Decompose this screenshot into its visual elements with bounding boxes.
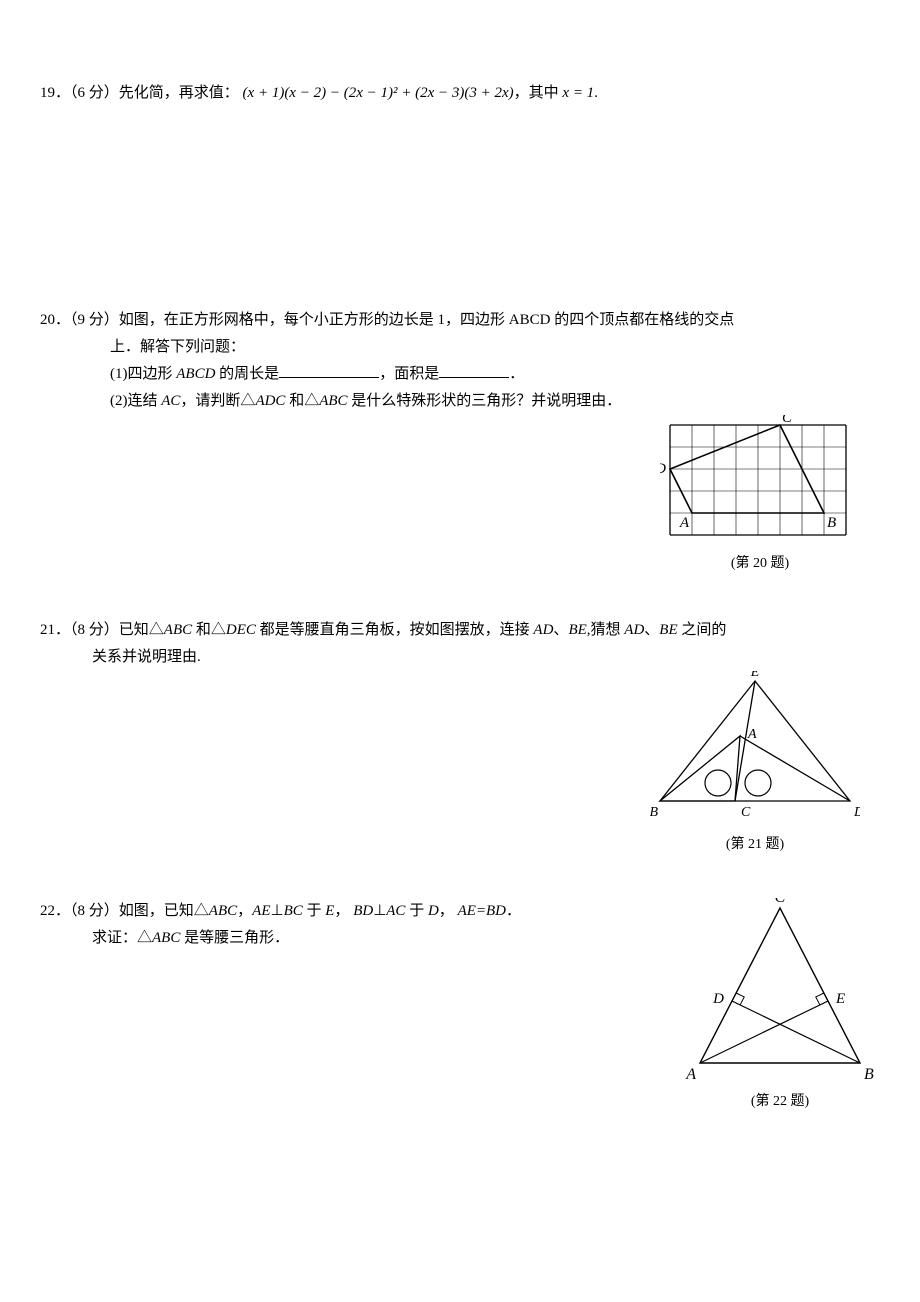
q20-points: （9 分）	[70, 312, 119, 328]
q22-t11: ⊥	[373, 903, 386, 919]
q22-t7: 于	[303, 903, 326, 919]
q19-condition: x = 1	[562, 85, 594, 101]
q21-figure-wrap: B C D E A (第 21 题)	[40, 671, 880, 858]
q22-l2c: 是等腰三角形．	[180, 930, 289, 946]
svg-text:A: A	[685, 1066, 696, 1083]
question-20: 20．（9 分）如图，在正方形网格中，每个小正方形的边长是 1，四边形 ABCD…	[40, 307, 880, 577]
q21-t7: 、	[553, 622, 568, 638]
q20-p2g: 是什么特殊形状的三角形？并说明理由．	[348, 393, 622, 409]
svg-text:C: C	[775, 898, 786, 906]
q21-figure: B C D E A	[650, 671, 860, 826]
q20-number: 20．	[40, 312, 70, 328]
q20-p1e: ．	[509, 366, 524, 382]
question-22: 22．（8 分）如图，已知△ABC，AE⊥BC 于 E， BD⊥AC 于 D， …	[40, 898, 880, 1114]
q21-t5: 都是等腰直角三角板，按如图摆放，连接	[256, 622, 534, 638]
q21-t6: AD	[533, 622, 553, 638]
svg-text:D: D	[660, 461, 666, 477]
svg-text:E: E	[835, 991, 845, 1007]
q21-t1: 已知△	[119, 622, 164, 638]
q22-l2b: ABC	[152, 930, 180, 946]
question-19: 19．（6 分）先化简，再求值： (x + 1)(x − 2) − (2x − …	[40, 80, 880, 107]
svg-text:B: B	[864, 1066, 874, 1083]
q22-t14: D	[428, 903, 439, 919]
q19-expression: (x + 1)(x − 2) − (2x − 1)² + (2x − 3)(3 …	[243, 85, 514, 101]
q21-line2: 关系并说明理由.	[40, 644, 880, 671]
q22-t13: 于	[405, 903, 428, 919]
q20-p2b: AC	[161, 393, 180, 409]
q21-t10: AD	[624, 622, 644, 638]
q22-line1: 22．（8 分）如图，已知△ABC，AE⊥BC 于 E， BD⊥AC 于 D， …	[40, 898, 680, 925]
q21-t3: 和△	[192, 622, 226, 638]
q21-line1: 21．（8 分）已知△ABC 和△DEC 都是等腰直角三角板，按如图摆放，连接 …	[40, 617, 880, 644]
q19-period: .	[594, 85, 598, 101]
svg-text:D: D	[712, 991, 724, 1007]
svg-text:A: A	[747, 727, 757, 742]
q20-p2c: ，请判断△	[180, 393, 255, 409]
q22-t6: BC	[284, 903, 303, 919]
q22-t2: ABC	[209, 903, 237, 919]
q20-p1b: ABCD	[176, 366, 215, 382]
q22-t12: AC	[386, 903, 405, 919]
q22-caption: (第 22 题)	[680, 1089, 880, 1114]
q21-t12: BE	[659, 622, 677, 638]
svg-text:B: B	[827, 515, 836, 531]
q20-part1: (1)四边形 ABCD 的周长是 ，面积是 ．	[40, 361, 880, 388]
q22-t5: ⊥	[270, 903, 283, 919]
q22-number: 22．	[40, 903, 70, 919]
q21-t8: BE	[568, 622, 586, 638]
q21-t13: 之间的	[678, 622, 727, 638]
q21-t4: DEC	[226, 622, 256, 638]
svg-text:D: D	[853, 805, 860, 820]
q22-t10: BD	[353, 903, 373, 919]
q20-figure: A B C D	[660, 415, 860, 545]
q22-t9: ，	[334, 903, 353, 919]
q21-number: 21．	[40, 622, 70, 638]
q22-l2a: 求证：△	[92, 930, 152, 946]
q20-caption: (第 20 题)	[660, 551, 860, 576]
q20-p1d: ，面积是	[379, 366, 439, 382]
q21-t11: 、	[644, 622, 659, 638]
q19-tail: ，其中	[514, 85, 563, 101]
q22-t16: AE=BD	[458, 903, 506, 919]
q20-part2: (2)连结 AC，请判断△ADC 和△ABC 是什么特殊形状的三角形？并说明理由…	[40, 388, 880, 415]
q22-t17: ．	[506, 903, 521, 919]
q20-p1a: (1)四边形	[110, 366, 176, 382]
svg-text:C: C	[741, 805, 751, 820]
q20-line1b: 上．解答下列问题：	[40, 334, 880, 361]
q22-line2: 求证：△ABC 是等腰三角形．	[40, 925, 680, 952]
svg-text:A: A	[679, 515, 690, 531]
blank-area	[439, 362, 509, 378]
q19-number: 19．	[40, 85, 70, 101]
svg-text:E: E	[750, 671, 760, 680]
q21-t2: ABC	[164, 622, 192, 638]
q21-t9: ,猜想	[587, 622, 625, 638]
q22-t1: 如图，已知△	[119, 903, 209, 919]
q20-figure-wrap: A B C D (第 20 题)	[40, 415, 880, 577]
blank-perimeter	[279, 362, 379, 378]
q20-p2a: (2)连结	[110, 393, 161, 409]
q20-line1: 20．（9 分）如图，在正方形网格中，每个小正方形的边长是 1，四边形 ABCD…	[40, 307, 880, 334]
q19-points: （6 分）	[70, 85, 119, 101]
question-21: 21．（8 分）已知△ABC 和△DEC 都是等腰直角三角板，按如图摆放，连接 …	[40, 617, 880, 858]
q22-t3: ，	[237, 903, 252, 919]
q22-figure: A B C D E	[680, 898, 880, 1083]
q20-p2e: 和△	[285, 393, 319, 409]
svg-text:B: B	[650, 805, 658, 820]
q22-figure-wrap: A B C D E (第 22 题)	[680, 898, 880, 1114]
q21-caption: (第 21 题)	[650, 832, 860, 857]
q19-lead: 先化简，再求值：	[119, 85, 239, 101]
svg-text:C: C	[782, 415, 793, 426]
q20-text-1a: 如图，在正方形网格中，每个小正方形的边长是 1，四边形 ABCD 的四个顶点都在…	[119, 312, 734, 328]
q20-p1c: 的周长是	[215, 366, 279, 382]
q22-points: （8 分）	[70, 903, 119, 919]
q22-t15: ，	[439, 903, 458, 919]
q20-p2d: ADC	[255, 393, 285, 409]
q21-points: （8 分）	[70, 622, 119, 638]
q20-p2f: ABC	[319, 393, 347, 409]
q22-t4: AE	[252, 903, 270, 919]
